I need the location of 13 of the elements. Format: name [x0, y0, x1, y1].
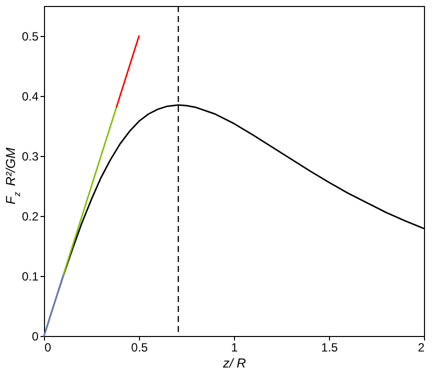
x-axis-title: z/ R	[222, 356, 246, 370]
y-tick-label: 0.5	[22, 30, 39, 44]
y-tick-label: 0.2	[22, 210, 39, 224]
y-tick-label: 0	[32, 330, 39, 344]
x-tick-label: 0.5	[131, 340, 148, 354]
x-tick-label: 2	[418, 340, 425, 354]
y-axis-title: Fz R²/GM	[3, 148, 22, 204]
x-tick-label: 0	[44, 340, 52, 354]
x-tick-label: 1.5	[321, 340, 338, 354]
y-tick-label: 0.3	[22, 150, 39, 164]
y-tick-label: 0.4	[22, 90, 39, 104]
y-tick-label: 0.1	[22, 270, 39, 284]
x-tick-label: 1	[231, 340, 238, 354]
